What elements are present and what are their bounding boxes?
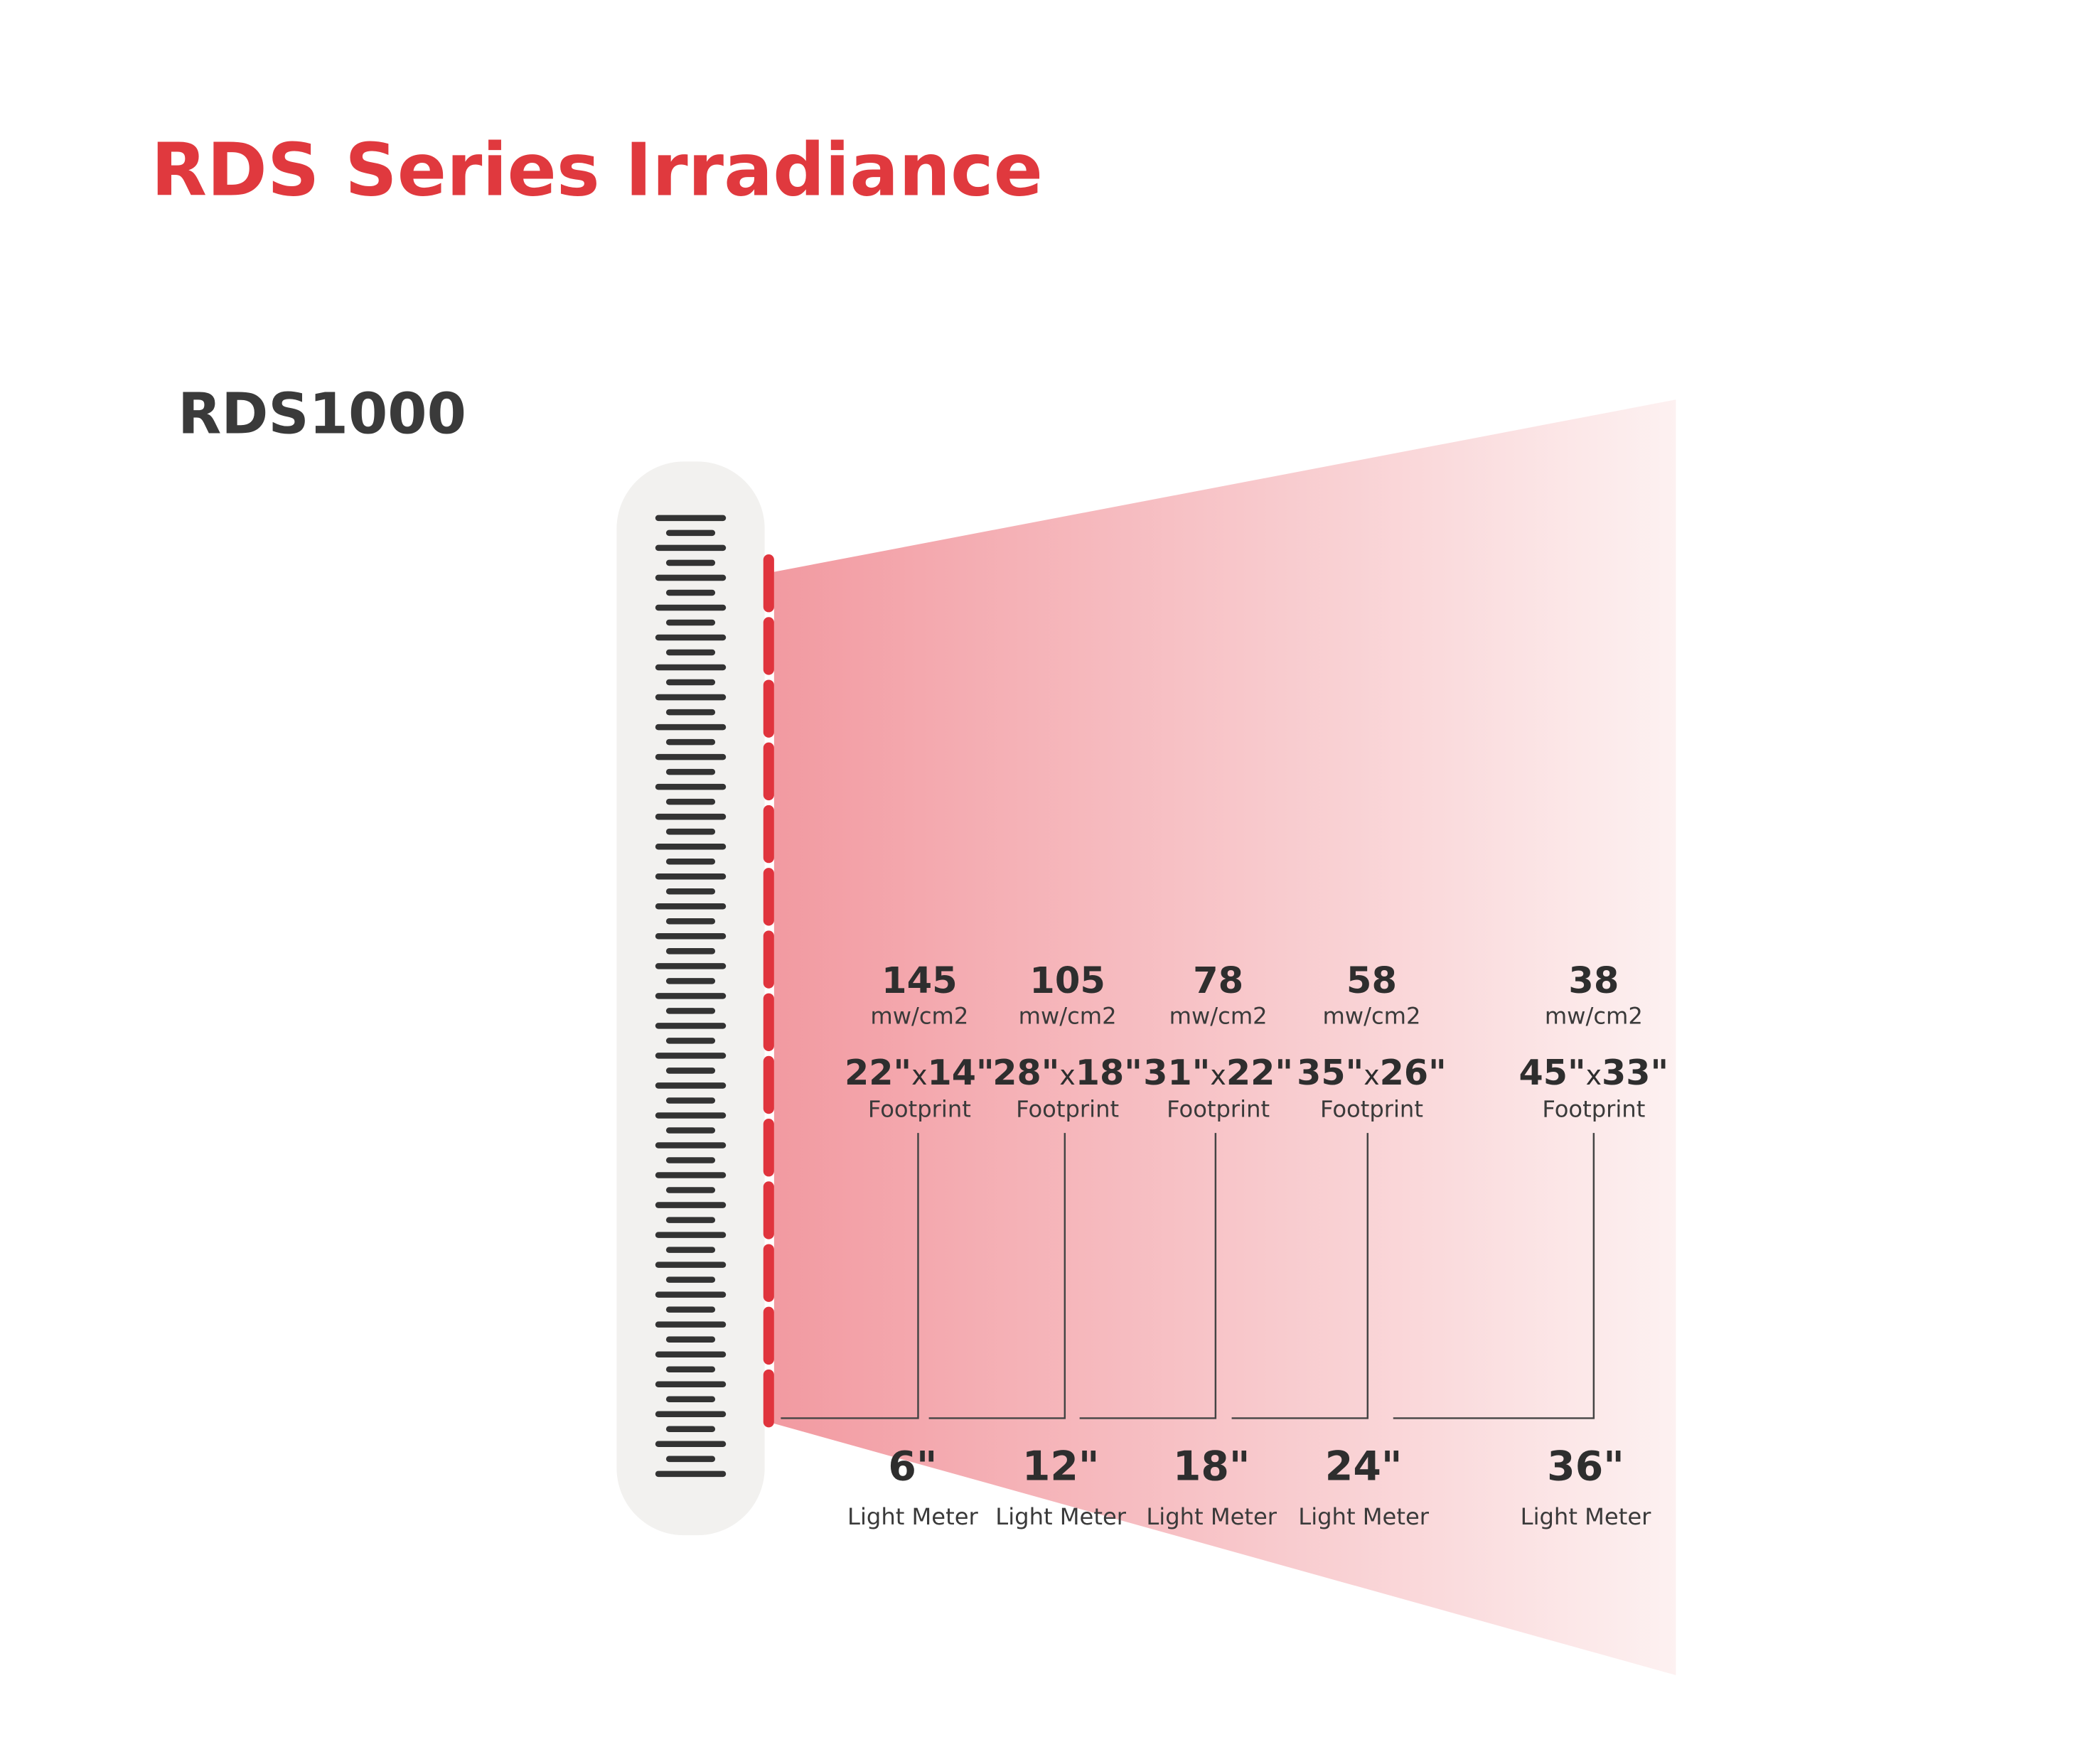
model-name: RDS1000 <box>178 381 466 447</box>
irradiance: 145 <box>882 960 958 1002</box>
distance: 36" <box>1547 1443 1624 1490</box>
footprint-height: 22" <box>1226 1052 1293 1093</box>
footprint-label: Footprint <box>1016 1095 1119 1122</box>
footprint: 35"x26" <box>1297 1052 1447 1093</box>
distance-label: Light Meter <box>1298 1503 1429 1530</box>
footprint-width: 28" <box>992 1052 1059 1093</box>
footprint-width: 45" <box>1519 1052 1586 1093</box>
irradiance: 78 <box>1193 960 1243 1002</box>
footprint-by: x <box>1210 1060 1226 1091</box>
footprint-height: 18" <box>1076 1052 1142 1093</box>
footprint-height: 33" <box>1602 1052 1668 1093</box>
distance-label: Light Meter <box>847 1503 978 1530</box>
irradiance: 58 <box>1346 960 1397 1002</box>
footprint-by: x <box>911 1060 927 1091</box>
footprint-label: Footprint <box>1320 1095 1423 1122</box>
led-grille <box>655 515 727 1478</box>
light-cone <box>773 399 1676 1676</box>
irradiance-unit: mw/cm2 <box>1019 1003 1117 1030</box>
led-segment <box>763 679 774 738</box>
footprint-label: Footprint <box>1542 1095 1645 1122</box>
irradiance: 38 <box>1568 960 1619 1002</box>
footprint-height: 14" <box>928 1052 995 1093</box>
led-segment <box>763 1055 774 1114</box>
distance-label: Light Meter <box>1146 1503 1277 1530</box>
led-segment <box>763 1306 774 1365</box>
footprint-width: 22" <box>845 1052 911 1093</box>
footprint-width: 31" <box>1143 1052 1210 1093</box>
irradiance-unit: mw/cm2 <box>1322 1003 1420 1030</box>
footprint-width: 35" <box>1297 1052 1364 1093</box>
distance: 6" <box>888 1443 937 1490</box>
distance: 24" <box>1325 1443 1403 1490</box>
footprint-label: Footprint <box>868 1095 971 1122</box>
footprint-height: 26" <box>1380 1052 1447 1093</box>
footprint-label: Footprint <box>1167 1095 1270 1122</box>
irradiance-unit: mw/cm2 <box>870 1003 968 1030</box>
led-segment <box>763 1369 774 1428</box>
footprint: 45"x33" <box>1519 1052 1669 1093</box>
irradiance-unit: mw/cm2 <box>1169 1003 1268 1030</box>
led-segment <box>763 868 774 926</box>
led-segment <box>763 742 774 801</box>
led-segment <box>763 805 774 864</box>
leader-line <box>1231 1133 1369 1419</box>
leader-line <box>1079 1133 1217 1419</box>
led-segment <box>763 554 774 613</box>
distance-label: Light Meter <box>995 1503 1126 1530</box>
footprint: 31"x22" <box>1143 1052 1293 1093</box>
led-strip <box>763 554 774 1428</box>
distance: 18" <box>1173 1443 1250 1490</box>
irradiance: 105 <box>1029 960 1105 1002</box>
led-segment <box>763 1119 774 1177</box>
leader-line <box>928 1133 1066 1419</box>
led-segment <box>763 930 774 989</box>
title: RDS Series Irradiance <box>151 129 1043 213</box>
led-segment <box>763 617 774 675</box>
distance-label: Light Meter <box>1521 1503 1651 1530</box>
distance: 12" <box>1022 1443 1100 1490</box>
footprint-by: x <box>1364 1060 1379 1091</box>
leader-line <box>1393 1133 1595 1419</box>
footprint-by: x <box>1586 1060 1602 1091</box>
led-segment <box>763 1244 774 1302</box>
leader-line <box>781 1133 919 1419</box>
footprint: 22"x14" <box>845 1052 995 1093</box>
irradiance-unit: mw/cm2 <box>1545 1003 1643 1030</box>
footprint-by: x <box>1059 1060 1075 1091</box>
led-segment <box>763 993 774 1051</box>
footprint: 28"x18" <box>992 1052 1142 1093</box>
led-segment <box>763 1181 774 1239</box>
